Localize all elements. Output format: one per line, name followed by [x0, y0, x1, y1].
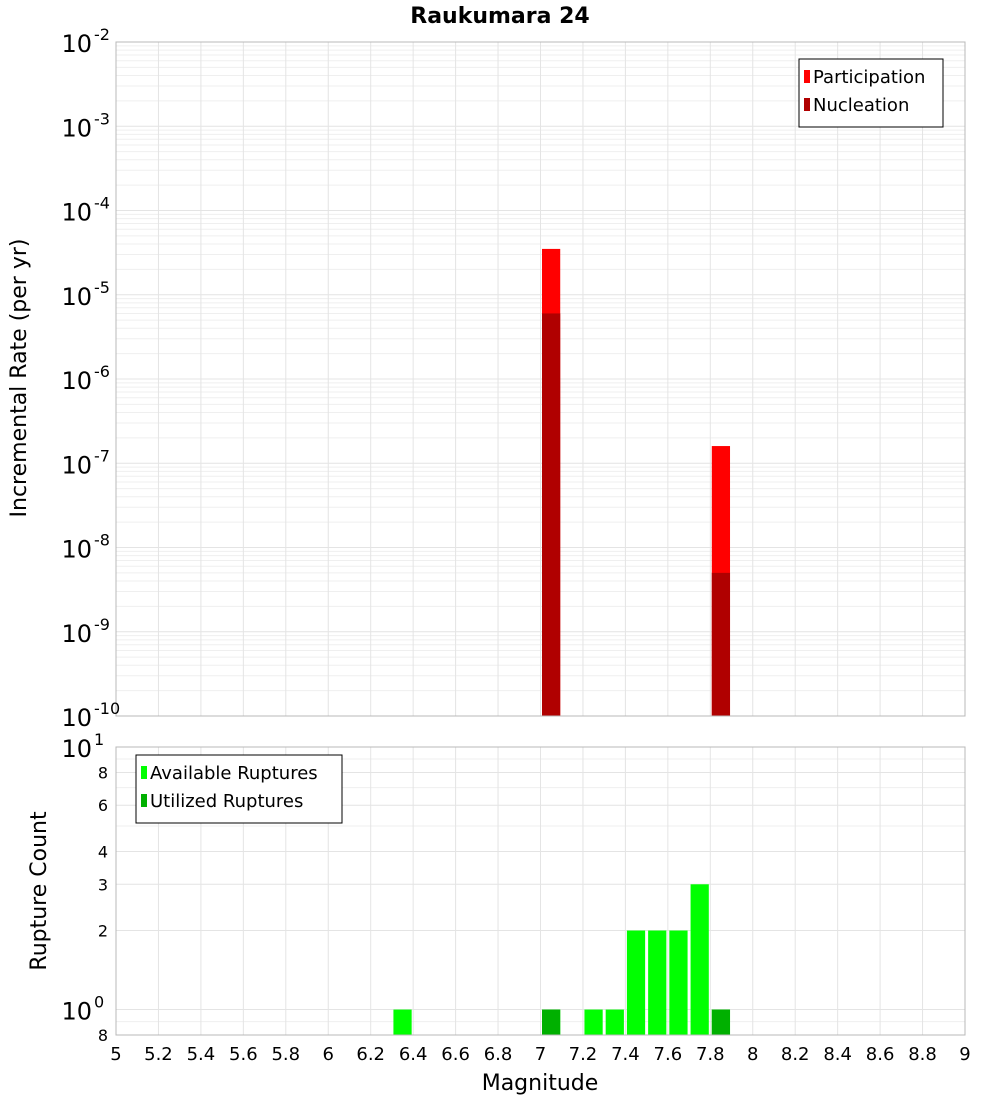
- bar: [669, 930, 688, 1035]
- x-tick-label: 6: [323, 1044, 334, 1065]
- x-tick-label: 5.4: [187, 1044, 216, 1065]
- legend: Available Ruptures Utilized Ruptures: [135, 754, 343, 824]
- legend: Participation Nucleation: [798, 58, 944, 128]
- bar: [584, 1009, 603, 1035]
- top-y-tick-exponent: -8: [94, 531, 110, 550]
- legend-label: Utilized Ruptures: [150, 791, 303, 812]
- series-participation: [542, 248, 731, 716]
- legend-swatch: [141, 766, 147, 779]
- bottom-y-tick-label: 8: [98, 1026, 108, 1045]
- x-tick-label: 5.2: [144, 1044, 173, 1065]
- top-y-tick-label: 10: [61, 283, 92, 311]
- x-tick-label: 9: [959, 1044, 970, 1065]
- top-y-tick-label: 10: [61, 199, 92, 227]
- x-tick-label: 7.8: [696, 1044, 725, 1065]
- bar: [711, 572, 731, 716]
- x-tick-label: 6.6: [441, 1044, 470, 1065]
- x-tick-label: 6.8: [484, 1044, 513, 1065]
- chart-title: Raukumara 24: [410, 4, 589, 29]
- legend-label: Participation: [813, 67, 925, 88]
- legend-box: [798, 58, 944, 128]
- bottom-y-tick-label: 2: [98, 922, 108, 941]
- top-panel: 10-210-310-410-510-610-710-810-910 -10Par…: [61, 25, 966, 732]
- legend-label: Available Ruptures: [150, 763, 318, 784]
- series-available-ruptures: [393, 884, 731, 1035]
- top-y-tick-label: 10: [61, 367, 92, 395]
- bar: [542, 313, 561, 716]
- x-ticks: 5 5.2 5.4 5.6 5.8 6 6.2 6.4 6.6 6.8 7 7.2 7.4 7.6 7.8 8…: [110, 1044, 970, 1065]
- top-y-tick-label: 10: [61, 620, 92, 648]
- x-tick-label: 7.4: [611, 1044, 640, 1065]
- x-tick-label: 5: [110, 1044, 121, 1065]
- top-y-tick-exponent: -5: [94, 278, 110, 297]
- bar: [648, 930, 667, 1035]
- top-y-tick-exponent: -9: [94, 615, 110, 634]
- bar: [542, 1009, 561, 1035]
- bottom-y-axis-label: Rupture Count: [27, 811, 52, 971]
- bottom-y-tick-exponent: 1: [94, 730, 104, 749]
- bottom-y-tick-label: 10: [61, 998, 92, 1026]
- legend-box: [135, 754, 343, 824]
- top-y-tick-exponent: -3: [94, 109, 110, 128]
- x-tick-label: 7.2: [569, 1044, 598, 1065]
- x-tick-label: 8.4: [823, 1044, 852, 1065]
- series-utilized-ruptures: [542, 1009, 731, 1035]
- bottom-y-tick-exponent: 0: [94, 993, 104, 1012]
- top-y-tick-label: 10: [61, 451, 92, 479]
- top-y-tick-label: 10: [61, 30, 92, 58]
- bottom-y-tick-label: 3: [98, 875, 108, 894]
- bottom-y-tick-label: 4: [98, 842, 108, 861]
- legend-swatch: [804, 70, 810, 83]
- top-y-ticks: 10-210-310-410-510-610-710-810-910-10: [61, 25, 120, 732]
- plot-frame: [115, 746, 966, 1036]
- top-y-tick-exponent: -7: [94, 446, 110, 465]
- bottom-y-tick-label: 10: [61, 735, 92, 763]
- x-tick-label: 7.6: [654, 1044, 683, 1065]
- bottom-y-tick-label: 6: [98, 796, 108, 815]
- top-y-tick-exponent: -6: [94, 362, 110, 381]
- top-y-tick-label: 10: [61, 114, 92, 142]
- grid: [115, 41, 966, 717]
- bar: [605, 1009, 624, 1035]
- x-tick-label: 6.2: [356, 1044, 385, 1065]
- bar: [711, 1009, 731, 1035]
- bar: [393, 1009, 412, 1035]
- x-tick-label: 6.4: [399, 1044, 428, 1065]
- legend-swatch: [804, 98, 810, 111]
- bar: [626, 930, 646, 1035]
- bottom-y-tick-label: 8: [98, 763, 108, 782]
- series-nucleation: [542, 313, 731, 716]
- x-tick-label: 5.6: [229, 1044, 258, 1065]
- top-y-tick-exponent: -4: [94, 194, 110, 213]
- plot-frame: [115, 41, 966, 717]
- top-y-tick-exponent: -2: [94, 25, 110, 44]
- x-tick-label: 8.2: [781, 1044, 810, 1065]
- x-tick-label: 7: [535, 1044, 546, 1065]
- legend-label: Nucleation: [813, 95, 909, 116]
- x-axis-label: Magnitude: [482, 1071, 599, 1096]
- top-y-tick-exponent: -10: [94, 699, 120, 718]
- x-tick-label: 5.8: [271, 1044, 300, 1065]
- x-tick-label: 8.8: [908, 1044, 937, 1065]
- top-y-tick-label: 10: [61, 536, 92, 564]
- top-y-tick-label: 10: [61, 704, 92, 732]
- x-tick-label: 8.6: [866, 1044, 895, 1065]
- bar: [690, 884, 709, 1035]
- x-tick-label: 8: [747, 1044, 758, 1065]
- legend-swatch: [141, 794, 147, 807]
- top-y-axis-label: Incremental Rate (per yr): [7, 239, 32, 518]
